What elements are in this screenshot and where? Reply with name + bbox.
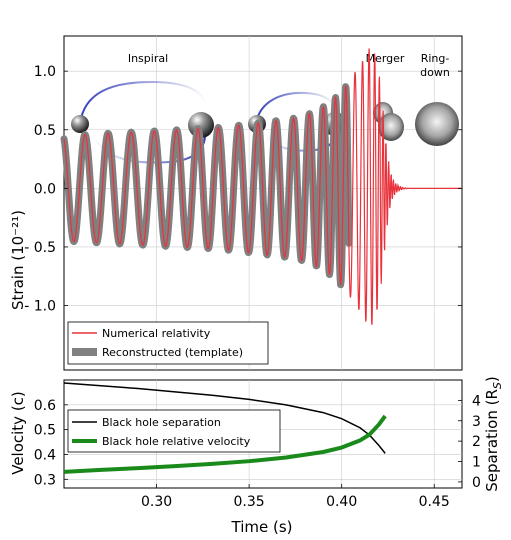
y-tick-label: 0.3: [34, 472, 56, 488]
x-tick-label: 0.35: [234, 494, 265, 510]
black-hole-icon: [71, 115, 89, 133]
legend-label-numerical: Numerical relativity: [102, 327, 211, 340]
separation-axis-label-main: Separation (R: [483, 389, 501, 492]
strain-legend: Numerical relativity Reconstructed (temp…: [67, 321, 269, 365]
velocity-series-layer: [63, 382, 387, 474]
y-tick-label: - 1.0: [24, 299, 56, 315]
series-black-hole-relative-velocity: [63, 414, 387, 474]
y2-tick-label: 0: [472, 475, 481, 491]
annotation-inspiral: Inspiral: [128, 52, 168, 65]
ringdown-black-hole-icon: [415, 102, 459, 146]
y-tick-label: 0.5: [34, 423, 56, 439]
y2-tick-label: 2: [472, 434, 481, 450]
strain-y-ticks: 1.0 0.5 0.0 - 0.5 - 1.0: [24, 64, 462, 315]
y-tick-label: 0.6: [34, 398, 56, 414]
y-tick-label: 0.0: [34, 181, 56, 197]
y-tick-label: 0.5: [34, 123, 56, 139]
separation-axis-label-close: ): [483, 376, 501, 382]
annotation-ringdown-line2: down: [420, 66, 450, 79]
y2-tick-label: 3: [472, 414, 481, 430]
strain-series-layer: [60, 48, 462, 325]
y-tick-label: 0.4: [34, 447, 56, 463]
separation-axis-label: Separation (RS): [483, 376, 504, 491]
strain-axis-label: Strain (10⁻²¹): [9, 210, 27, 310]
orbit-front-arc-icon: [79, 80, 208, 125]
annotation-merger: Merger: [366, 52, 405, 65]
y-tick-label: 1.0: [34, 64, 56, 80]
x-tick-label: 0.30: [141, 494, 172, 510]
velocity-legend: Black hole separation Black hole relativ…: [67, 409, 281, 453]
merging-black-holes-icon: [378, 113, 404, 141]
legend-label-template: Reconstructed (template): [102, 346, 243, 359]
y2-tick-label: 4: [472, 393, 481, 409]
y2-tick-label: 1: [472, 455, 481, 471]
y-tick-label: - 0.5: [24, 240, 56, 256]
legend-box: [67, 409, 281, 453]
legend-label-velocity: Black hole relative velocity: [102, 435, 251, 448]
velocity-ticks: 0.30 0.35 0.40 0.45 0.3 0.4 0.5 0.6 0 1 2 3 4: [34, 393, 481, 510]
x-tick-label: 0.40: [326, 494, 357, 510]
legend-box: [67, 321, 269, 365]
annotation-ringdown-line1: Ring-: [421, 52, 450, 65]
legend-label-separation: Black hole separation: [102, 416, 221, 429]
time-axis-label: Time (s): [231, 518, 293, 536]
x-tick-label: 0.45: [419, 494, 450, 510]
separation-axis-label-sub: S: [491, 382, 504, 389]
series-numerical-relativity: [63, 48, 462, 325]
velocity-axis-label: Velocity (c): [9, 391, 27, 475]
